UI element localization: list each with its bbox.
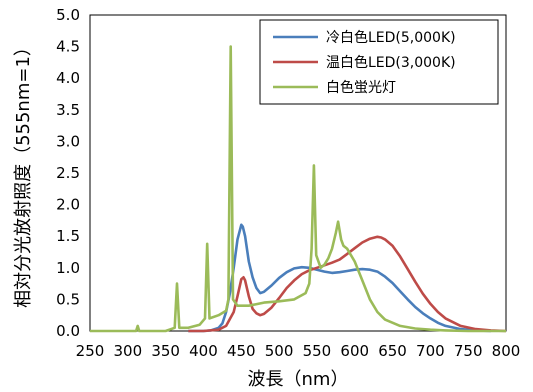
x-tick-label: 750: [454, 342, 483, 360]
x-tick-label: 300: [113, 342, 142, 360]
x-tick-label: 250: [76, 342, 105, 360]
y-tick-label: 2.5: [56, 164, 80, 182]
y-tick-label: 1.5: [56, 227, 80, 245]
x-axis-ticks: 250 300 350 400 450 500 550 600 650 700 750 800: [76, 342, 521, 360]
series-line-0: [188, 223, 491, 333]
y-tick-label: 4.5: [56, 38, 80, 56]
x-tick-label: 350: [151, 342, 180, 360]
plot-area: [89, 14, 507, 332]
legend-label-0: 冷白色LED(5,000K): [326, 29, 456, 46]
x-tick-label: 550: [303, 342, 332, 360]
x-axis-title: 波長（nm）: [248, 369, 349, 390]
plot-frame: [89, 14, 507, 332]
legend-label-1: 温白色LED(3,000K): [326, 54, 456, 71]
y-tick-label: 4.0: [56, 69, 80, 87]
y-axis-ticks: 0.0 0.5 1.0 1.5 2.0 2.5 3.0 3.5 4.0 4.5 5.0: [56, 6, 80, 340]
x-tick-label: 600: [340, 342, 369, 360]
x-tick-label: 700: [416, 342, 445, 360]
legend-label-2: 白色蛍光灯: [326, 79, 396, 96]
x-tick-label: 500: [265, 342, 294, 360]
series-line-2: [90, 45, 506, 333]
y-tick-label: 2.0: [56, 196, 80, 214]
series-layer: [90, 45, 507, 333]
x-tick-label: 400: [189, 342, 218, 360]
y-tick-label: 3.0: [56, 132, 80, 150]
y-tick-label: 1.0: [56, 259, 80, 277]
y-tick-label: 3.5: [56, 101, 80, 119]
y-axis-title: 相対分光放射照度（555nm=1）: [13, 38, 34, 308]
y-tick-label: 0.5: [56, 290, 80, 308]
x-tick-label: 450: [227, 342, 256, 360]
legend: 冷白色LED(5,000K) 温白色LED(3,000K) 白色蛍光灯: [259, 19, 499, 105]
x-tick-label: 800: [492, 342, 521, 360]
y-tick-label: 5.0: [56, 6, 80, 24]
x-tick-label: 650: [378, 342, 407, 360]
y-tick-label: 0.0: [56, 322, 80, 340]
